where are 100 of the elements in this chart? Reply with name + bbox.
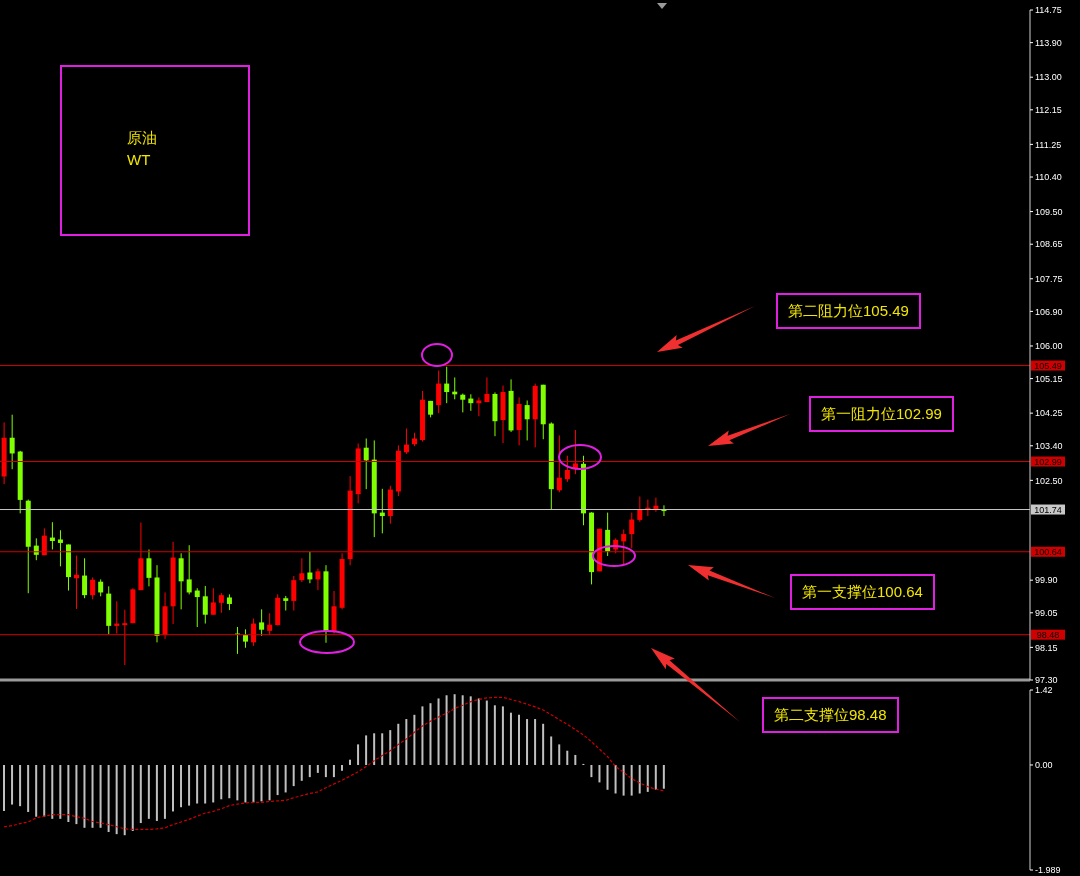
y-tick-label: 105.15 xyxy=(1035,373,1063,384)
bar xyxy=(654,764,657,790)
candlestick xyxy=(57,529,63,567)
bar xyxy=(550,736,553,765)
candlestick xyxy=(41,527,47,556)
bar xyxy=(99,764,102,828)
y-tick-label: 106.90 xyxy=(1035,306,1063,317)
y-tick-label: 102.50 xyxy=(1035,475,1063,486)
bar xyxy=(308,764,311,778)
annotation: 第一支撑位100.64 xyxy=(790,574,935,610)
bar xyxy=(196,764,199,804)
bar xyxy=(638,764,641,794)
candlestick xyxy=(9,414,15,470)
bar xyxy=(437,698,440,765)
bar xyxy=(461,695,464,765)
bar xyxy=(526,719,529,765)
bar xyxy=(373,733,376,765)
line-series xyxy=(3,696,665,830)
bar xyxy=(139,764,142,824)
bar xyxy=(3,764,5,811)
bar xyxy=(332,764,335,778)
candlestick xyxy=(82,557,88,599)
candlestick xyxy=(218,592,224,614)
bar xyxy=(75,764,78,825)
bar xyxy=(469,696,472,765)
candlestick xyxy=(186,544,192,595)
y-tick-label: 1.42 xyxy=(1035,685,1053,696)
bar xyxy=(598,764,601,783)
annotation: 原油 xyxy=(127,129,157,148)
ref-line-label: 100.64 xyxy=(1034,547,1062,558)
candlestick xyxy=(621,528,627,565)
ref-line-label: 101.74 xyxy=(1034,505,1062,516)
candlestick xyxy=(403,428,409,455)
bar xyxy=(365,735,368,765)
candlestick xyxy=(307,551,313,584)
y-tick-label: 110.40 xyxy=(1035,172,1062,183)
bar xyxy=(260,764,263,802)
bar xyxy=(501,706,504,765)
bar xyxy=(244,764,247,803)
y-tick-label: 113.00 xyxy=(1035,72,1062,83)
y-tick-label: 98.15 xyxy=(1035,642,1058,653)
bar xyxy=(300,764,303,781)
bar xyxy=(212,764,215,803)
bar xyxy=(485,700,488,765)
y-tick-label: 111.25 xyxy=(1035,139,1062,150)
candlestick xyxy=(564,455,570,483)
bar xyxy=(107,764,110,833)
bar xyxy=(115,764,118,835)
candlestick xyxy=(90,576,96,600)
bar xyxy=(171,764,174,812)
candlestick xyxy=(291,575,297,611)
bar xyxy=(630,764,633,796)
candlestick xyxy=(267,612,273,636)
y-tick-label: 108.65 xyxy=(1035,239,1063,250)
bar xyxy=(19,764,22,807)
candlestick xyxy=(524,399,530,441)
bar xyxy=(91,764,94,828)
bar xyxy=(236,764,239,801)
bar xyxy=(11,764,14,805)
bar xyxy=(453,694,456,765)
bar xyxy=(204,764,207,804)
bar xyxy=(381,733,384,765)
y-tick-label: 112.15 xyxy=(1035,105,1062,116)
bar xyxy=(43,764,46,817)
y-tick-label: 106.00 xyxy=(1035,341,1063,352)
candlestick xyxy=(259,608,265,637)
bar xyxy=(220,764,223,800)
candlestick xyxy=(194,587,200,628)
bar xyxy=(477,698,480,765)
bar xyxy=(509,712,512,765)
candlestick xyxy=(444,366,450,404)
bar xyxy=(357,744,360,765)
bar xyxy=(147,764,150,819)
ref-line-label: 98.48 xyxy=(1036,630,1060,641)
bar xyxy=(228,764,231,799)
candlestick xyxy=(243,628,249,649)
bar xyxy=(622,764,625,796)
bar xyxy=(83,764,86,828)
candlestick xyxy=(556,434,562,493)
candlestick xyxy=(460,393,466,413)
bar xyxy=(542,723,545,765)
candlestick xyxy=(363,437,369,490)
bar xyxy=(292,764,295,787)
bar xyxy=(421,706,424,765)
bar xyxy=(35,764,38,817)
candlestick xyxy=(122,609,128,666)
bar xyxy=(429,703,432,765)
bar xyxy=(566,750,569,765)
y-tick-label: 97.30 xyxy=(1035,675,1058,686)
bar xyxy=(413,714,416,765)
bar xyxy=(340,764,343,771)
candlestick xyxy=(436,370,442,414)
candlestick xyxy=(178,552,184,610)
bar xyxy=(123,764,126,836)
y-tick-label: 109.50 xyxy=(1035,206,1063,217)
y-tick-label: 107.75 xyxy=(1035,273,1063,284)
bar xyxy=(534,719,537,765)
candlestick xyxy=(202,585,208,625)
candlestick xyxy=(315,568,321,591)
bar xyxy=(316,764,319,773)
